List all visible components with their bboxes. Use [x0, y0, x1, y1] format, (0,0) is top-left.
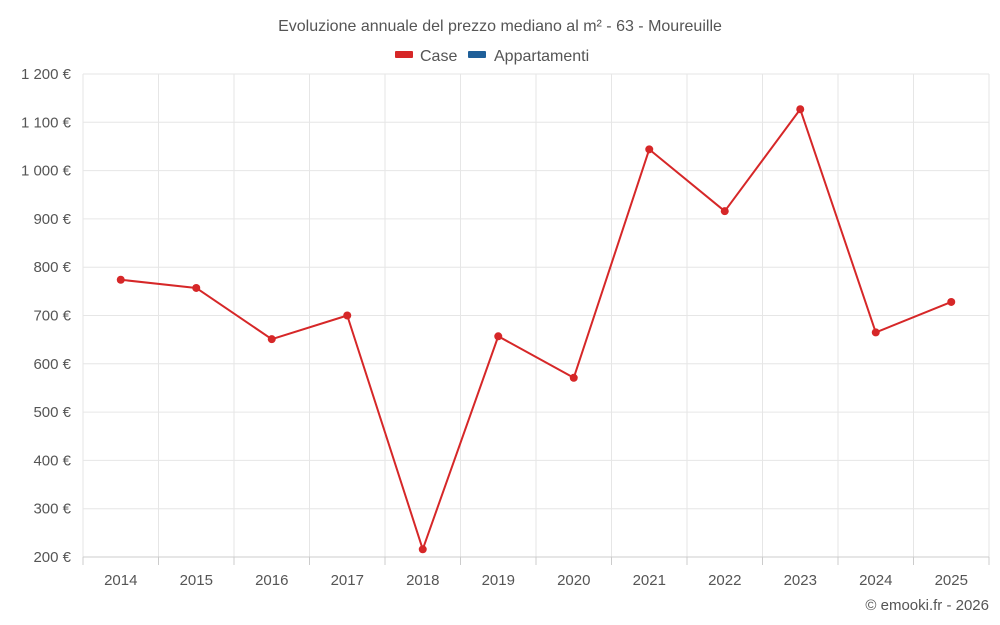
y-tick-label: 600 € — [33, 356, 71, 373]
x-tick-label: 2014 — [104, 572, 137, 589]
y-axis: 200 € 300 € 400 € 500 € 600 € 700 € 800 € 900 €… — [21, 66, 72, 566]
data-point-case[interactable] — [267, 335, 276, 344]
data-point-case[interactable] — [116, 275, 125, 284]
data-point-case[interactable] — [871, 328, 880, 337]
x-tick-label: 2024 — [859, 572, 892, 589]
y-tick-label: 400 € — [33, 452, 71, 469]
series-line-case — [120, 108, 952, 551]
y-tick-label: 800 € — [33, 259, 71, 276]
x-tick-label: 2020 — [557, 572, 590, 589]
legend-label-appartamenti: Appartamenti — [494, 48, 589, 65]
legend-swatch-appartamenti — [468, 51, 486, 58]
x-tick-label: 2025 — [935, 572, 968, 589]
data-point-case[interactable] — [796, 105, 805, 114]
legend-swatch-case — [395, 51, 413, 58]
data-point-case[interactable] — [569, 373, 578, 382]
x-gridlines — [82, 74, 990, 557]
legend[interactable]: Case Appartamenti — [395, 48, 589, 65]
x-tick-label: 2019 — [482, 572, 515, 589]
x-tick-label: 2023 — [784, 572, 817, 589]
data-point-case[interactable] — [418, 545, 427, 554]
credit-text: © emooki.fr - 2026 — [865, 597, 989, 614]
y-tick-label: 500 € — [33, 404, 71, 421]
y-tick-label: 1 000 € — [21, 163, 72, 180]
y-tick-label: 200 € — [33, 549, 71, 566]
data-point-case[interactable] — [645, 145, 654, 154]
x-axis: 2014 2015 2016 2017 2018 2019 2020 2021 2022 2023… — [82, 557, 990, 589]
x-tick-label: 2015 — [180, 572, 213, 589]
x-tick-label: 2016 — [255, 572, 288, 589]
data-point-case[interactable] — [192, 283, 201, 292]
x-tick-label: 2017 — [331, 572, 364, 589]
x-tick-label: 2021 — [633, 572, 666, 589]
series-case — [116, 105, 956, 554]
x-tick-label: 2018 — [406, 572, 439, 589]
y-tick-label: 700 € — [33, 308, 71, 325]
y-tick-label: 1 200 € — [21, 66, 72, 83]
legend-item-appartamenti[interactable]: Appartamenti — [468, 48, 589, 65]
x-tick-label: 2022 — [708, 572, 741, 589]
data-point-case[interactable] — [947, 297, 956, 306]
legend-label-case: Case — [420, 48, 457, 65]
chart-title: Evoluzione annuale del prezzo mediano al… — [278, 18, 722, 35]
data-point-case[interactable] — [494, 332, 503, 341]
data-point-case[interactable] — [720, 207, 729, 216]
legend-item-case[interactable]: Case — [395, 48, 457, 65]
data-point-case[interactable] — [343, 311, 352, 320]
y-tick-label: 900 € — [33, 211, 71, 228]
y-tick-label: 1 100 € — [21, 114, 72, 131]
y-tick-label: 300 € — [33, 501, 71, 518]
